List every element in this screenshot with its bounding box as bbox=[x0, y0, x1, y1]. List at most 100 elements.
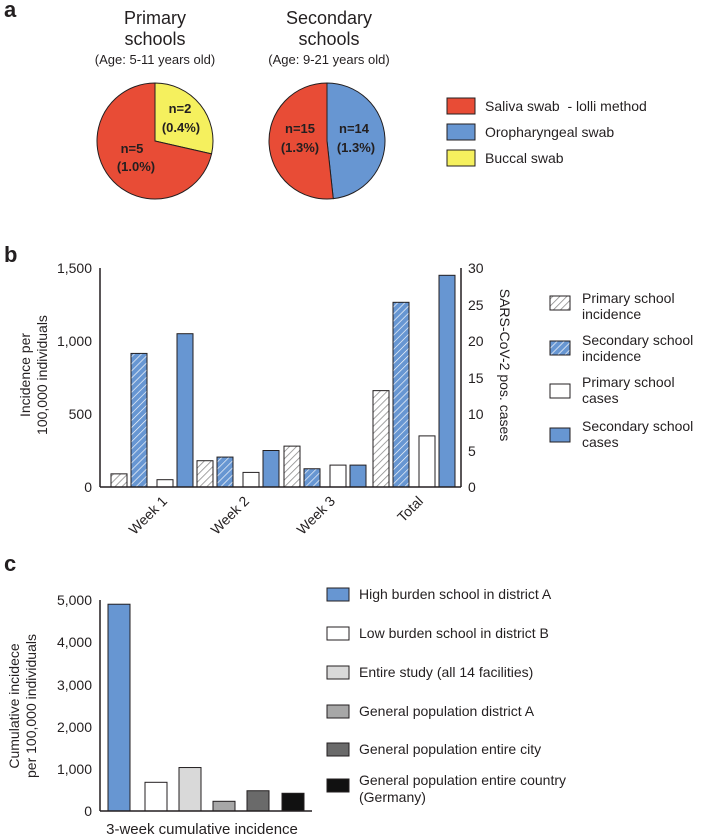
legend-b-label-secondary-incidence-2: incidence bbox=[582, 348, 641, 364]
legend-c-swatch-entire-study bbox=[326, 665, 350, 680]
panel-b-weekly-bar-chart: 0 500 1,000 1,500 0 5 10 15 20 25 30 Inc… bbox=[17, 260, 693, 538]
pie-secondary-subtitle: (Age: 9-21 years old) bbox=[268, 52, 389, 67]
b-bar-series3-cat1 bbox=[262, 450, 280, 488]
b-bar-series0-cat0 bbox=[110, 473, 128, 488]
b-y2tick-25: 25 bbox=[468, 297, 484, 313]
pie-secondary-slice-1 bbox=[326, 82, 386, 200]
legend-b-label-primary-incidence-2: incidence bbox=[582, 306, 641, 322]
legend-b-swatch-secondary-incidence bbox=[549, 340, 571, 356]
b-bar-series3-cat0 bbox=[176, 333, 194, 488]
pie-primary-label-saliva-pct: (1.0%) bbox=[117, 159, 155, 174]
b-y2tick-0: 0 bbox=[468, 479, 476, 495]
b-y2tick-30: 30 bbox=[468, 260, 484, 276]
legend-c-swatch-entire-city bbox=[326, 742, 350, 757]
legend-c-label-entire-country-2: (Germany) bbox=[359, 789, 426, 805]
legend-b-label-primary-cases-2: cases bbox=[582, 390, 619, 406]
pie-secondary-title-line1: Secondary bbox=[286, 8, 372, 28]
legend-b-label-primary-incidence-1: Primary school bbox=[582, 290, 675, 306]
pie-secondary-title-line2: schools bbox=[298, 29, 359, 49]
legend-label-oropharyngeal: Oropharyngeal swab bbox=[485, 124, 614, 140]
b-bar-series1-cat3 bbox=[392, 301, 410, 488]
legend-swatch-saliva bbox=[446, 97, 476, 115]
legend-label-buccal: Buccal swab bbox=[485, 150, 564, 166]
b-bar-series2-cat2 bbox=[329, 464, 347, 488]
legend-label-saliva: Saliva swab - lolli method bbox=[485, 98, 647, 114]
panel-b-bars bbox=[110, 274, 456, 488]
c-ytick-2000: 2,000 bbox=[57, 719, 92, 735]
legend-b-label-secondary-cases-2: cases bbox=[582, 434, 619, 450]
b-bar-series1-cat1 bbox=[216, 456, 234, 488]
b-bar-series2-cat0 bbox=[156, 479, 174, 488]
panel-c-cumulative-bar-chart: 0 1,000 2,000 3,000 4,000 5,000 Cumulati… bbox=[6, 586, 566, 838]
panel-b-ticks: 0 500 1,000 1,500 0 5 10 15 20 25 30 bbox=[57, 260, 484, 495]
pie-primary-label-buccal-n: n=2 bbox=[169, 101, 192, 116]
b-bar-series0-cat2 bbox=[283, 445, 301, 488]
pie-secondary-schools bbox=[268, 82, 386, 200]
c-bar-5 bbox=[281, 792, 305, 812]
legend-c-swatch-high-burden bbox=[326, 587, 350, 602]
legend-panel-c: High burden school in district A Low bur… bbox=[326, 586, 566, 805]
b-xtick-week2: Week 2 bbox=[207, 493, 252, 538]
b-y2label: SARS-CoV-2 pos. cases bbox=[497, 289, 513, 442]
b-bar-series0-cat1 bbox=[196, 460, 214, 488]
legend-swatch-oropharyngeal bbox=[446, 123, 476, 141]
pie-secondary-slice-0 bbox=[268, 82, 334, 200]
pie-secondary-label-saliva-n: n=15 bbox=[285, 121, 315, 136]
pie-secondary-label-oro-n: n=14 bbox=[339, 121, 370, 136]
b-bar-series0-cat3 bbox=[372, 390, 390, 488]
c-bar-4 bbox=[246, 790, 270, 812]
pie-primary-label-buccal-pct: (0.4%) bbox=[162, 120, 200, 135]
c-ytick-3000: 3,000 bbox=[57, 677, 92, 693]
pie-primary-slice-1 bbox=[154, 82, 214, 155]
pie-primary-title-line2: schools bbox=[124, 29, 185, 49]
b-y2tick-10: 10 bbox=[468, 406, 484, 422]
panel-label-c: c bbox=[4, 551, 16, 576]
b-xtick-week1: Week 1 bbox=[125, 493, 170, 538]
panel-label-b: b bbox=[4, 242, 17, 267]
c-xlabel: 3-week cumulative incidence bbox=[106, 821, 298, 838]
b-xtick-total: Total bbox=[394, 493, 426, 525]
b-bar-series1-cat2 bbox=[303, 468, 321, 488]
pie-primary-label-saliva-n: n=5 bbox=[121, 141, 144, 156]
c-ylabel-line2: per 100,000 individuals bbox=[23, 634, 39, 778]
legend-panel-b: Primary school incidence Secondary schoo… bbox=[549, 290, 693, 450]
legend-c-label-high-burden: High burden school in district A bbox=[359, 586, 552, 602]
panel-a-pie-charts: Primary schools (Age: 5-11 years old) Se… bbox=[95, 8, 647, 200]
pie-primary-title-line1: Primary bbox=[124, 8, 186, 28]
c-bar-0 bbox=[107, 603, 131, 812]
b-ytick-500: 500 bbox=[69, 406, 93, 422]
b-y2tick-15: 15 bbox=[468, 370, 484, 386]
pie-primary-slice-0 bbox=[96, 82, 213, 200]
panel-label-a: a bbox=[4, 0, 17, 22]
b-y2tick-20: 20 bbox=[468, 333, 484, 349]
b-ytick-1000: 1,000 bbox=[57, 333, 92, 349]
c-bar-2 bbox=[178, 767, 202, 812]
b-xtick-week3: Week 3 bbox=[293, 493, 338, 538]
legend-c-label-district-a: General population district A bbox=[359, 703, 535, 719]
pie-primary-schools bbox=[96, 82, 214, 200]
legend-c-swatch-low-burden bbox=[326, 626, 350, 641]
legend-b-label-secondary-cases-1: Secondary school bbox=[582, 418, 693, 434]
b-ytick-0: 0 bbox=[84, 479, 92, 495]
c-ytick-4000: 4,000 bbox=[57, 634, 92, 650]
legend-c-label-entire-city: General population entire city bbox=[359, 741, 541, 757]
c-ytick-0: 0 bbox=[84, 803, 92, 819]
legend-b-swatch-primary-incidence bbox=[549, 295, 571, 311]
b-bar-series2-cat1 bbox=[242, 471, 260, 488]
pie-secondary-label-oro-pct: (1.3%) bbox=[337, 140, 375, 155]
legend-c-label-low-burden: Low burden school in district B bbox=[359, 625, 549, 641]
c-ytick-1000: 1,000 bbox=[57, 761, 92, 777]
b-bar-series2-cat3 bbox=[418, 435, 436, 488]
c-bar-3 bbox=[212, 800, 236, 812]
legend-c-swatch-district-a bbox=[326, 704, 350, 719]
legend-c-swatch-entire-country bbox=[326, 778, 350, 793]
c-ylabel-line1: Cumulative incidece bbox=[6, 643, 22, 768]
c-ytick-5000: 5,000 bbox=[57, 592, 92, 608]
legend-b-label-secondary-incidence-1: Secondary school bbox=[582, 332, 693, 348]
panel-c-bars bbox=[107, 603, 305, 812]
legend-c-label-entire-study: Entire study (all 14 facilities) bbox=[359, 664, 533, 680]
legend-swatch-buccal bbox=[446, 149, 476, 167]
legend-b-swatch-primary-cases bbox=[549, 383, 571, 399]
legend-b-swatch-secondary-cases bbox=[549, 427, 571, 443]
